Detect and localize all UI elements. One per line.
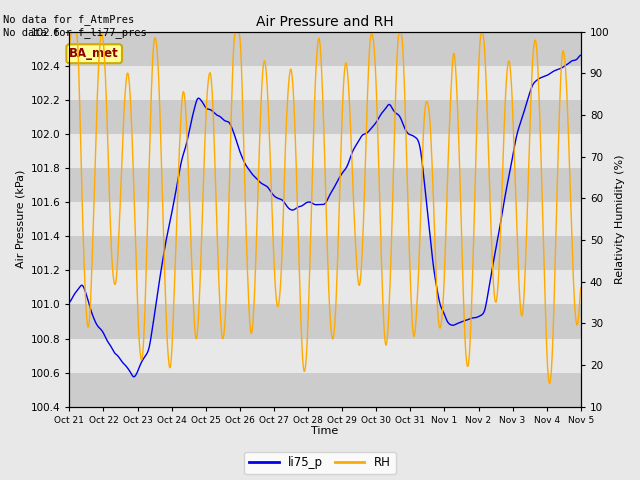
X-axis label: Time: Time: [312, 426, 339, 436]
Bar: [69, 100, 580, 134]
Bar: [69, 338, 580, 372]
Bar: [69, 202, 580, 236]
Bar: [69, 134, 580, 168]
Bar: [69, 372, 580, 407]
Bar: [69, 270, 580, 304]
Text: No data for f_AtmPres
No data for f_li77_pres: No data for f_AtmPres No data for f_li77…: [3, 14, 147, 38]
Bar: [69, 304, 580, 338]
Legend: li75_p, RH: li75_p, RH: [244, 452, 396, 474]
Bar: [69, 168, 580, 202]
Y-axis label: Relativity Humidity (%): Relativity Humidity (%): [615, 155, 625, 284]
Title: Air Pressure and RH: Air Pressure and RH: [256, 15, 394, 29]
Y-axis label: Air Pressure (kPa): Air Pressure (kPa): [15, 170, 25, 268]
Bar: [69, 32, 580, 66]
Bar: [69, 236, 580, 270]
Text: BA_met: BA_met: [69, 47, 119, 60]
Bar: [69, 66, 580, 100]
